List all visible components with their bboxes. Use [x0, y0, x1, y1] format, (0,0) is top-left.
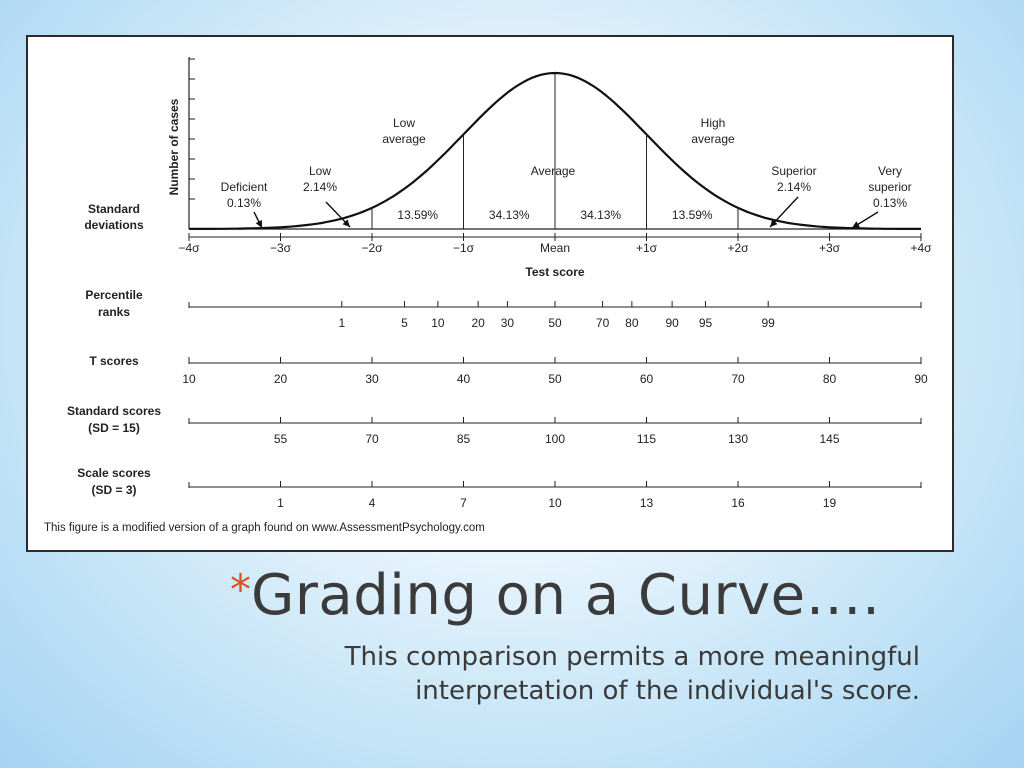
scale-tick-label: 13	[640, 496, 654, 510]
title-bullet: *	[230, 565, 251, 614]
scale-tick-label: 70	[365, 432, 379, 446]
scale-tick-label: 4	[369, 496, 376, 510]
scale-tick-label: 40	[457, 372, 471, 386]
scale-tick-label: 50	[548, 372, 562, 386]
subtitle-line-2: interpretation of the individual's score…	[415, 676, 920, 706]
scale-tick-label: 145	[819, 432, 839, 446]
sd-row-label-line-1: Standard	[88, 202, 140, 216]
arrow-low-head	[342, 219, 350, 227]
region-high-average-label-line-1: High	[701, 116, 726, 130]
scale-tick-label: 7	[460, 496, 467, 510]
scale-tick-label: 70	[596, 316, 610, 330]
scale-tick-label: 70	[731, 372, 745, 386]
scale-tick-label: 10	[548, 496, 562, 510]
region-very-superior-label-line-2: superior	[868, 180, 911, 194]
sd-tick-label: −1σ	[453, 241, 475, 255]
slide-title: *Grading on a Curve….	[230, 563, 880, 628]
region-high-average-label-line-2: average	[691, 132, 735, 146]
region-deficient-label-line-1: Deficient	[221, 180, 268, 194]
scale-tick-label: 60	[640, 372, 654, 386]
figure-canvas: Number of cases −4σ −3σ −2σ −1σ Mean +1σ +2σ +3σ…	[44, 57, 932, 534]
scale-tick-label: 90	[665, 316, 679, 330]
scale-tick-label: 30	[501, 316, 515, 330]
scale-tick-label: 30	[365, 372, 379, 386]
scale-row-label-line-1: Percentile	[85, 288, 143, 302]
scale-tick-label: 10	[431, 316, 445, 330]
sd-tick-label: +3σ	[819, 241, 841, 255]
subtitle-line-1: This comparison permits a more meaningfu…	[344, 642, 920, 672]
region-average-left-percent: 34.13%	[489, 208, 530, 222]
y-axis-label: Number of cases	[167, 98, 181, 195]
scale-tick-label: 5	[401, 316, 408, 330]
sd-row-label-line-2: deviations	[84, 218, 144, 232]
scale-tick-label: 16	[731, 496, 745, 510]
sd-tick-label: −3σ	[270, 241, 292, 255]
normal-curve-figure: Number of cases −4σ −3σ −2σ −1σ Mean +1σ +2σ +3σ…	[26, 35, 954, 552]
scale-tick-label: 10	[182, 372, 196, 386]
region-high-average-percent: 13.59%	[672, 208, 713, 222]
region-low-label-line-1: Low	[309, 164, 331, 178]
scale-tick-label: 95	[699, 316, 713, 330]
scale-row-label-line-2: (SD = 15)	[88, 421, 140, 435]
scale-tick-label: 19	[823, 496, 837, 510]
scale-tick-label: 80	[823, 372, 837, 386]
scale-tick-label: 1	[277, 496, 284, 510]
scale-tick-label: 100	[545, 432, 565, 446]
sd-tick-label: −2σ	[361, 241, 383, 255]
scale-tick-label: 85	[457, 432, 471, 446]
scale-tick-label: 115	[637, 432, 656, 446]
scale-tick-label: 80	[625, 316, 639, 330]
region-superior-label-line-2: 2.14%	[777, 180, 811, 194]
figure-footnote: This figure is a modified version of a g…	[44, 522, 485, 534]
region-low-label-line-2: 2.14%	[303, 180, 337, 194]
scale-tick-label: 1	[338, 316, 345, 330]
region-low-average-label-line-2: average	[382, 132, 426, 146]
x-axis-label: Test score	[525, 265, 584, 279]
region-deficient-label-line-2: 0.13%	[227, 196, 261, 210]
region-superior-label-line-1: Superior	[771, 164, 816, 178]
arrow-deficient-head	[255, 220, 262, 228]
scale-row-label-line-1: Scale scores	[77, 466, 151, 480]
scale-row-label-line-1: Standard scores	[67, 404, 161, 418]
scale-tick-label: 50	[548, 316, 562, 330]
scale-row-label-line-2: (SD = 3)	[91, 483, 136, 497]
scale-row-label-line-2: ranks	[98, 305, 130, 319]
sd-tick-label: +1σ	[636, 241, 658, 255]
region-low-average-percent: 13.59%	[397, 208, 438, 222]
title-text: Grading on a Curve….	[251, 563, 881, 628]
scale-row-label-line-1: T scores	[89, 354, 139, 368]
sd-tick-label: Mean	[540, 241, 570, 255]
scale-tick-label: 20	[471, 316, 485, 330]
scale-tick-label: 20	[274, 372, 288, 386]
region-very-superior-label-line-1: Very	[878, 164, 902, 178]
region-very-superior-label-line-3: 0.13%	[873, 196, 907, 210]
scale-tick-label: 99	[762, 316, 776, 330]
scale-tick-label: 130	[728, 432, 748, 446]
region-average-label-line-1: Average	[531, 164, 576, 178]
sd-tick-label: +4σ	[910, 241, 932, 255]
scale-tick-label: 55	[274, 432, 288, 446]
arrow-superior-head	[770, 219, 778, 227]
region-average-right-percent: 34.13%	[580, 208, 621, 222]
scale-tick-label: 90	[914, 372, 928, 386]
arrow-very-superior-head	[852, 221, 860, 228]
sd-tick-label: +2σ	[727, 241, 749, 255]
region-low-average-label-line-1: Low	[393, 116, 415, 130]
sd-tick-label: −4σ	[178, 241, 200, 255]
